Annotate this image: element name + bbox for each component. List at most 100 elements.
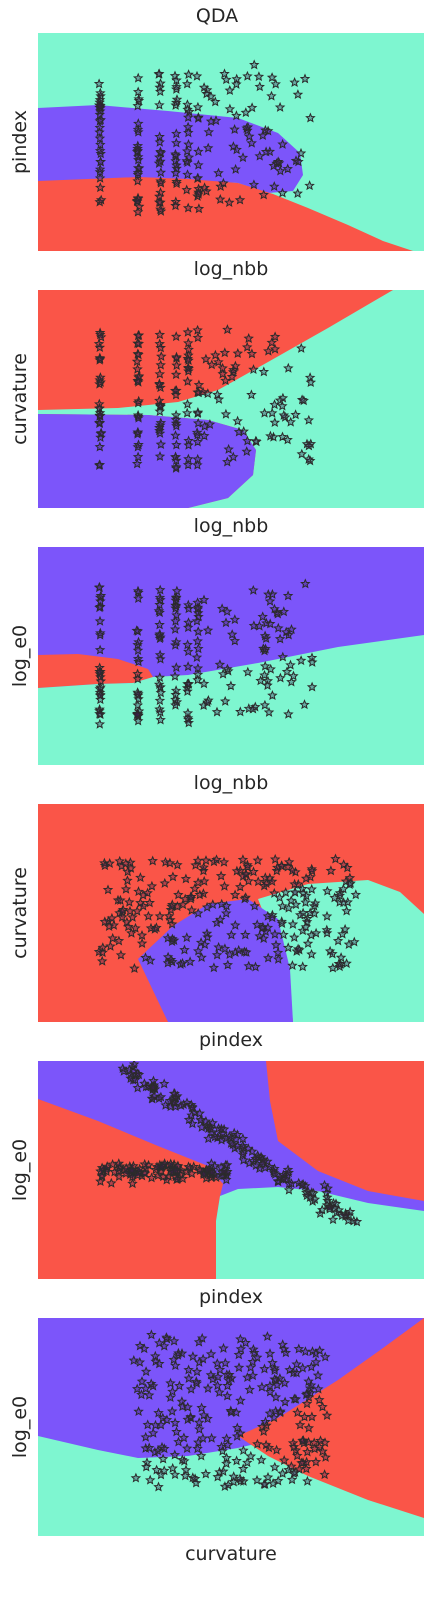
data-point: [175, 958, 186, 969]
data-point: [262, 1471, 274, 1482]
data-point: [198, 1409, 210, 1420]
data-point: [147, 1427, 159, 1438]
data-point: [213, 167, 224, 178]
subplot-6: curvature log_e0: [0, 1318, 434, 1581]
data-point: [229, 614, 241, 625]
data-point: [192, 877, 204, 888]
data-point: [154, 630, 165, 641]
data-point: [191, 1377, 203, 1388]
data-point: [94, 690, 106, 701]
data-point: [155, 417, 167, 428]
data-point: [127, 911, 138, 922]
data-point: [247, 1370, 259, 1381]
data-point: [151, 1161, 163, 1172]
decision-region: [38, 1099, 223, 1279]
data-point: [273, 953, 284, 964]
data-point: [132, 645, 144, 656]
x-axis-label: log_nbb: [193, 515, 269, 537]
data-point: [187, 1351, 199, 1362]
data-point: [143, 1389, 155, 1400]
data-point: [115, 894, 126, 905]
data-point: [296, 1457, 307, 1468]
data-point: [133, 338, 145, 349]
data-point: [252, 854, 264, 865]
plot-area: [38, 1318, 424, 1536]
data-point: [173, 1347, 184, 1358]
data-point: [258, 366, 270, 377]
data-point: [128, 1354, 140, 1365]
data-point: [180, 1470, 191, 1481]
data-point: [294, 909, 306, 920]
data-point: [93, 946, 105, 957]
data-point: [248, 1344, 259, 1354]
data-point: [169, 1417, 181, 1428]
data-point: [269, 181, 280, 192]
data-point: [202, 931, 213, 942]
data-point: [96, 955, 108, 966]
data-point: [349, 936, 360, 947]
data-point: [222, 1390, 233, 1401]
decision-region: [38, 177, 413, 251]
data-point: [124, 1064, 135, 1075]
data-point: [243, 875, 254, 886]
data-point: [224, 197, 235, 208]
data-point: [306, 883, 317, 894]
data-point: [130, 1472, 142, 1483]
data-point: [215, 194, 226, 204]
data-point: [303, 414, 315, 425]
data-point: [339, 923, 351, 934]
data-point: [154, 1337, 165, 1348]
data-point: [123, 921, 134, 932]
data-point: [241, 946, 252, 957]
data-point: [155, 146, 166, 157]
data-point: [94, 629, 106, 640]
x-axis-label: curvature: [185, 1543, 277, 1565]
data-point: [290, 155, 302, 166]
data-point: [146, 1172, 157, 1183]
data-point: [95, 100, 106, 111]
data-point: [242, 1457, 253, 1468]
data-point: [306, 652, 318, 663]
subplot-4: pindex curvature: [0, 804, 434, 1067]
data-point: [155, 1419, 167, 1430]
data-point: [244, 1384, 255, 1395]
data-point: [159, 1443, 170, 1454]
data-point: [283, 362, 294, 373]
data-point: [194, 1165, 206, 1176]
data-point: [95, 675, 107, 686]
data-point: [133, 162, 145, 173]
data-point: [261, 878, 272, 889]
data-point: [310, 927, 322, 938]
data-point: [189, 883, 201, 894]
data-point: [153, 196, 165, 207]
data-point: [281, 666, 293, 677]
data-point: [233, 944, 244, 955]
chart-title: QDA: [195, 5, 239, 27]
data-point: [234, 1473, 246, 1484]
data-point: [145, 1378, 157, 1389]
data-point: [286, 623, 297, 634]
data-point: [133, 412, 144, 423]
data-point: [237, 870, 249, 881]
data-point: [140, 1431, 151, 1442]
data-point: [193, 146, 204, 157]
data-point: [204, 419, 216, 429]
data-point: [248, 179, 260, 190]
data-point: [300, 921, 311, 932]
data-point: [212, 1471, 223, 1482]
data-point: [133, 126, 144, 137]
data-point: [181, 932, 193, 943]
data-point: [180, 873, 192, 884]
data-point: [155, 714, 166, 725]
data-point: [95, 694, 106, 705]
data-point: [264, 618, 276, 629]
data-point: [275, 165, 286, 176]
data-point: [310, 1348, 322, 1359]
data-point: [201, 88, 212, 99]
data-point: [159, 877, 171, 888]
data-point: [198, 594, 210, 605]
data-point: [132, 72, 144, 83]
data-point: [297, 961, 308, 972]
data-point: [263, 1442, 275, 1453]
data-point: [156, 351, 167, 362]
